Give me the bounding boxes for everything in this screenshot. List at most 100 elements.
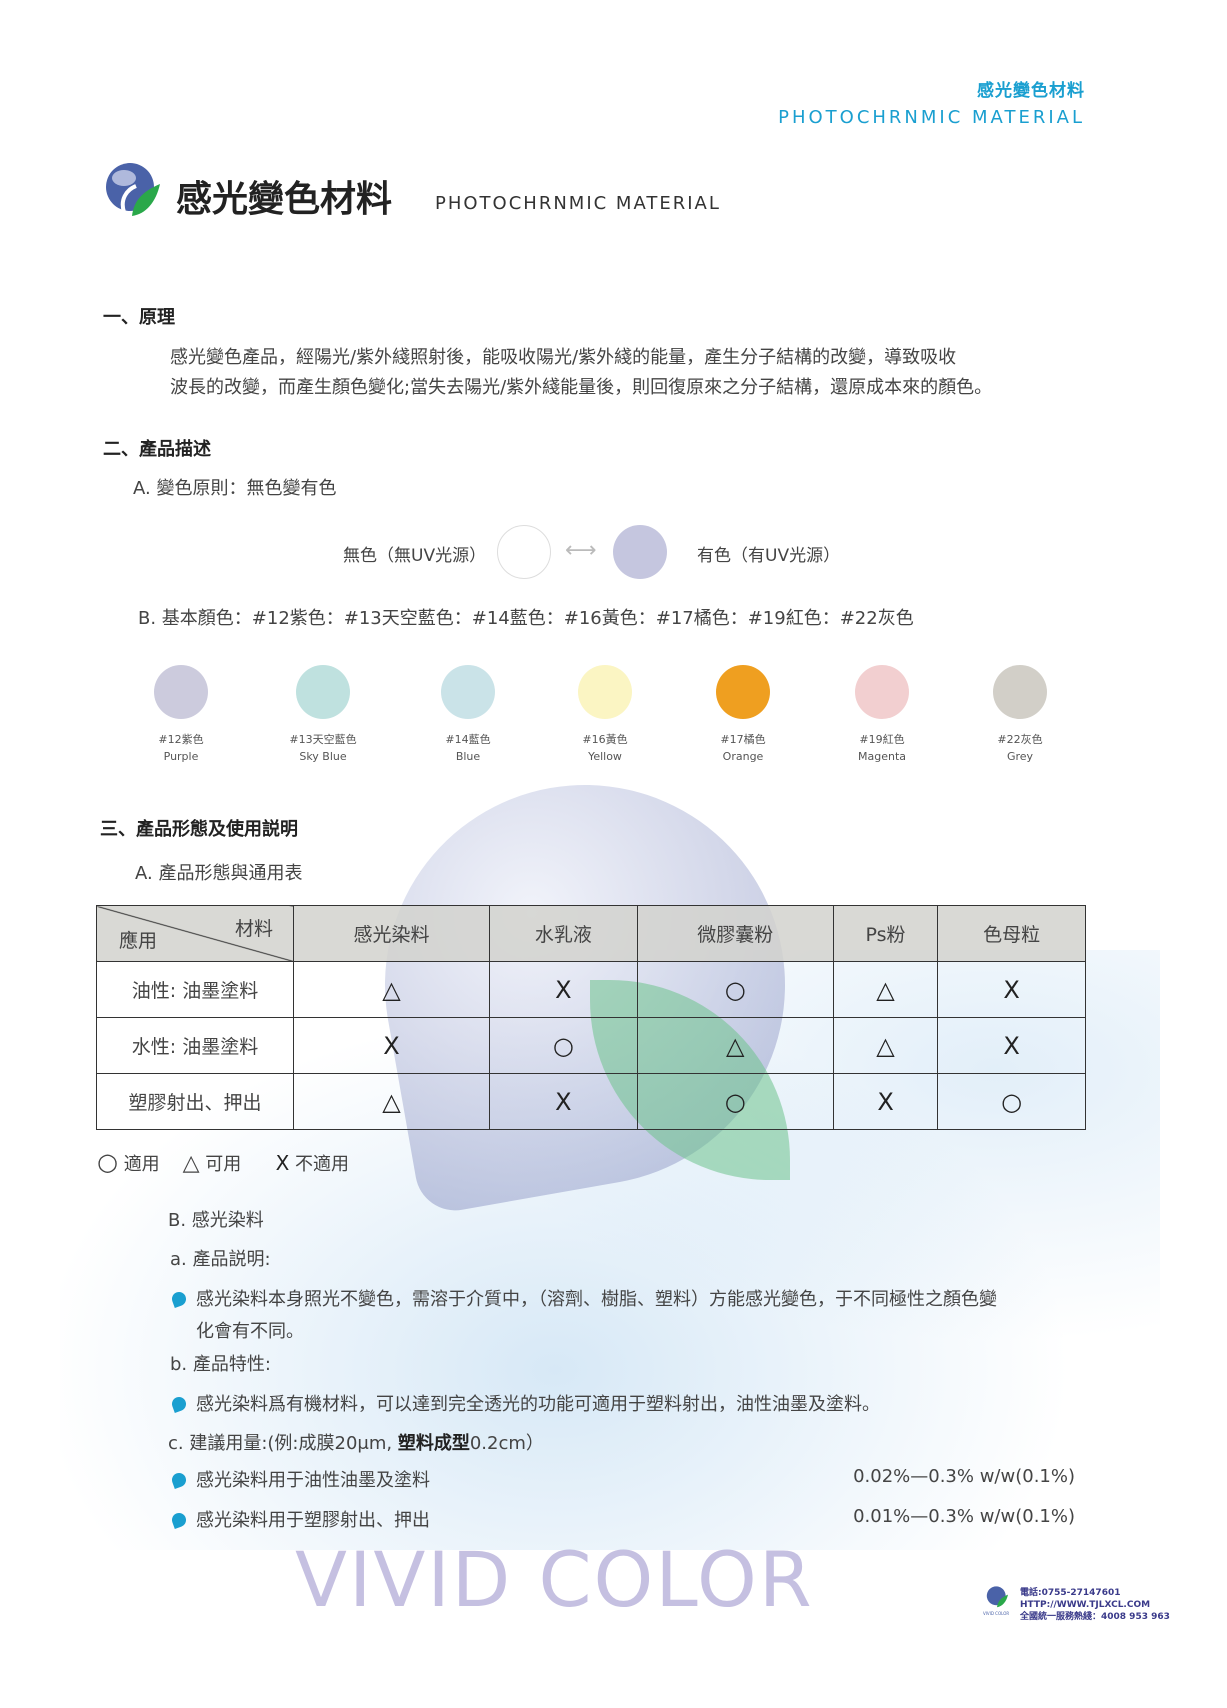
header-title-en: PHOTOCHRNMIC MATERIAL [778,107,1085,128]
usage-value: 0.02%—0.3% w/w(0.1%) [853,1466,1075,1487]
table-cell: △ [636,1017,834,1074]
column-header: 感光染料 [292,905,491,962]
legend-text: 不適用 [295,1154,350,1175]
corner-bottom: 應用 [119,930,158,952]
usage-item: 感光染料用于塑膠射出、押出 [170,1506,430,1532]
c-label-text: c. 建議用量:(例:成膜20μm, [168,1433,393,1454]
column-header: 水乳液 [489,905,638,962]
color-swatch [154,665,208,719]
watermark-text: VIVID COLOR [295,1535,814,1624]
section1-line1: 感光變色產品，經陽光/紫外綫照射後，能吸收陽光/紫外綫的能量，產生分子結構的改變… [170,347,957,368]
swatch-code: #17橘色 [720,733,766,746]
table-row: 塑膠射出、押出 △ X ○ X ○ [96,1073,1086,1130]
table-cell: ○ [937,1073,1086,1130]
bullet-icon [170,1511,188,1529]
a-text-line2: 化會有不同。 [196,1321,304,1342]
footer-tel: 電話:0755-27147601 [1020,1588,1121,1598]
swatch-name: Blue [455,750,481,763]
legend-symbol: △ [182,1151,200,1176]
row-label: 水性: 油墨塗料 [96,1017,294,1074]
bullet-icon [170,1471,188,1489]
logo-icon [106,163,160,216]
colored-circle [613,525,667,579]
section3-b: B. 感光染料 [168,1210,264,1231]
table-row: 油性: 油墨塗料 △ X ○ △ X [96,961,1086,1018]
double-arrow-icon: ⟷ [565,538,597,563]
swatch-name: Magenta [857,750,906,763]
color-swatch [296,665,350,719]
color-swatch [716,665,770,719]
swatch-name: Grey [1006,750,1034,763]
table-cell: X [937,961,1086,1018]
table-cell: X [937,1017,1086,1074]
table-cell: X [489,1073,638,1130]
table-cell: △ [832,961,939,1018]
swatch-code: #12紫色 [158,733,204,746]
legend-text: 可用 [205,1154,242,1175]
legend-text: 適用 [123,1154,160,1175]
color-swatch [855,665,909,719]
page-subtitle: PHOTOCHRNMIC MATERIAL [435,193,721,214]
table-row: 水性: 油墨塗料 X ○ △ △ X [96,1017,1086,1074]
table-cell: X [832,1073,939,1130]
colorless-circle [497,525,551,579]
colored-label: 有色（有UV光源） [697,546,841,566]
usage-item: 感光染料用于油性油墨及塗料 [170,1466,430,1492]
table-cell: △ [292,961,491,1018]
b-text-line: 感光染料爲有機材料，可以達到完全透光的功能可適用于塑料射出，油性油墨及塗料。 [196,1394,880,1415]
section3-a: A. 產品形態與通用表 [135,863,303,884]
usage-table: 應用 材料 感光染料 水乳液 微膠囊粉 Ps粉 色母粒 油性: 油墨塗料 △ X ○ △ X… [96,905,1086,1130]
bullet-icon [170,1395,188,1413]
row-label: 塑膠射出、押出 [96,1073,294,1130]
footer-hotline: 全國統一服務熱綫：4008 953 963 [1020,1612,1170,1622]
c-label: c. 建議用量:(例:成膜20μm, 塑料成型0.2cm） [168,1429,544,1455]
table-header-row: 應用 材料 感光染料 水乳液 微膠囊粉 Ps粉 色母粒 [96,905,1086,962]
a-text-line1: 感光染料本身照光不變色，需溶于介質中，（溶劑、樹脂、塑料）方能感光變色，于不同極… [196,1289,997,1310]
table-legend: ○ 適用 △ 可用 X 不適用 [97,1148,349,1176]
c-rest: 0.2cm） [469,1433,544,1454]
color-swatch [441,665,495,719]
section2-b: B. 基本顏色：#12紫色：#13天空藍色：#14藍色：#16黃色：#17橘色：… [138,608,914,629]
b-label: b. 產品特性: [170,1354,271,1375]
section1-line2: 波長的改變，而產生顏色變化;當失去陽光/紫外綫能量後，則回復原來之分子結構，還原… [170,377,993,398]
table-cell: ○ [636,961,834,1018]
swatch-code: #19紅色 [859,733,905,746]
b-text: 感光染料爲有機材料，可以達到完全透光的功能可適用于塑料射出，油性油墨及塗料。 [170,1390,880,1416]
a-label: a. 產品説明: [170,1249,271,1270]
table-cell: X [292,1017,491,1074]
c-bold: 塑料成型 [397,1433,470,1454]
swatch-name: Orange [722,750,764,763]
corner-cell: 應用 材料 [96,905,294,962]
swatch-code: #16黃色 [582,733,628,746]
column-header: Ps粉 [832,905,939,962]
table-cell: △ [292,1073,491,1130]
table-cell: X [489,961,638,1018]
section1-heading: 一、原理 [103,307,175,328]
table-cell: △ [832,1017,939,1074]
table-cell: ○ [489,1017,638,1074]
row-label: 油性: 油墨塗料 [96,961,294,1018]
swatch-code: #13天空藍色 [289,733,357,746]
swatch-name: Sky Blue [299,750,347,763]
section2-heading: 二、產品描述 [103,439,211,460]
swatch-code: #22灰色 [997,733,1043,746]
corner-top: 材料 [234,918,273,940]
usage-text: 感光染料用于油性油墨及塗料 [196,1470,430,1491]
page-title: 感光變色材料 [176,179,393,220]
usage-text: 感光染料用于塑膠射出、押出 [196,1510,430,1531]
section2-a: A. 變色原則：無色變有色 [133,478,337,499]
footer-contact: 電話:0755-27147601 HTTP://WWW.TJLXCL.COM 全… [1020,1587,1170,1623]
table-cell: ○ [636,1073,834,1130]
header-title-cn: 感光變色材料 [977,81,1085,101]
column-header: 色母粒 [937,905,1086,962]
section3-heading: 三、產品形態及使用説明 [100,819,298,840]
footer-url[interactable]: HTTP://WWW.TJLXCL.COM [1020,1600,1151,1610]
swatch-name: Purple [163,750,199,763]
colorless-label: 無色（無UV光源） [343,546,487,566]
swatch-name: Yellow [588,750,622,763]
footer-logo-icon [986,1586,1008,1608]
footer-logo-text: VIVID COLOR [983,1611,1010,1616]
swatch-code: #14藍色 [445,733,491,746]
color-swatch [993,665,1047,719]
color-swatch [578,665,632,719]
